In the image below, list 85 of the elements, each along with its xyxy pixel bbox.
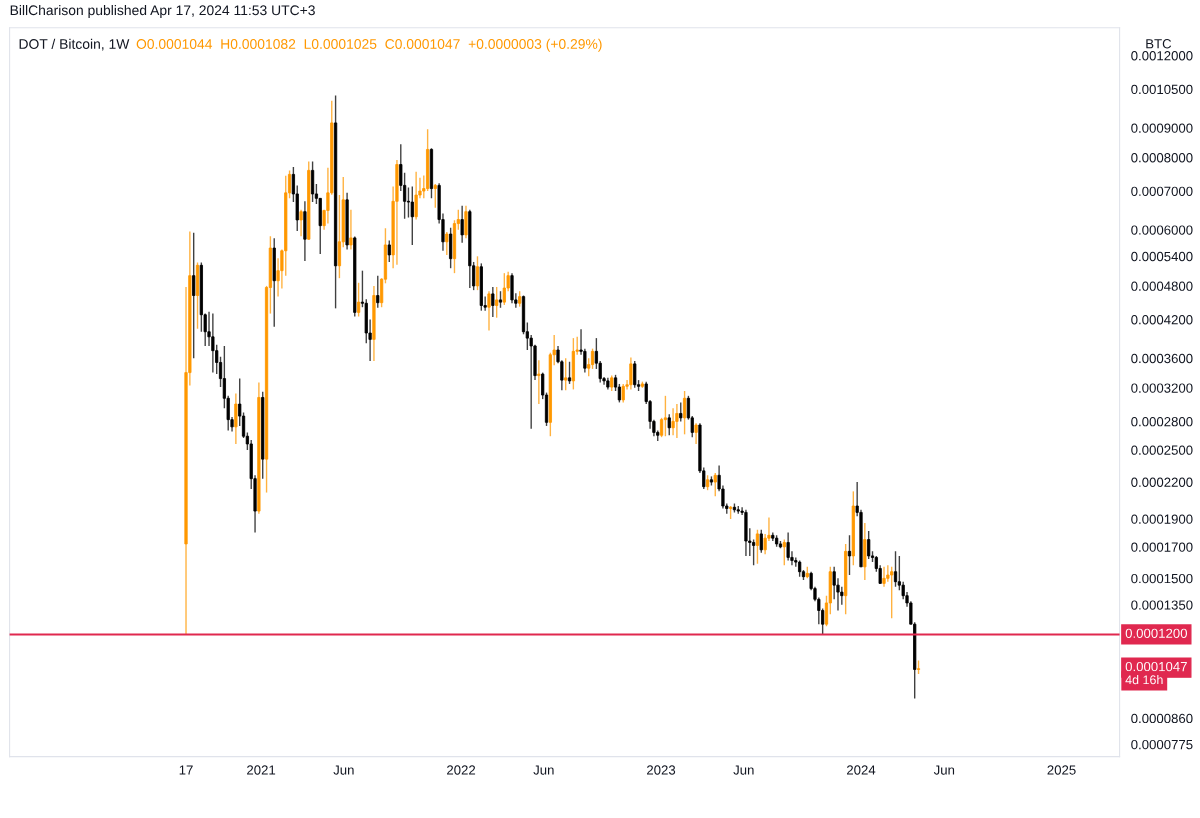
y-tick-label: 0.0007000 (1131, 186, 1193, 196)
candlestick (675, 403, 679, 439)
candlestick (445, 231, 449, 256)
y-tick-label: 0.0001500 (1131, 573, 1193, 584)
x-tick-label: Jun (333, 765, 354, 775)
y-tick-label: 0.0003600 (1131, 353, 1193, 364)
candlestick (621, 383, 625, 404)
candlestick (679, 401, 683, 423)
candlestick (759, 529, 763, 554)
candlestick (487, 290, 491, 332)
candlestick (671, 407, 675, 436)
x-tick-label: Jun (533, 765, 554, 775)
x-tick-label: 2024 (846, 765, 876, 775)
y-tick-label: 0.0002800 (1131, 416, 1193, 427)
candlestick (192, 232, 196, 359)
candlestick (299, 208, 303, 237)
y-tick-label: 0.0010500 (1131, 84, 1193, 95)
y-tick-label: 0.0001700 (1131, 542, 1193, 552)
candlestick (475, 255, 480, 291)
candlestick (564, 357, 568, 391)
x-tick-label: 2025 (1047, 765, 1076, 775)
text: O0.0001044 H0.0001082 L0.0001025 C0.0001047 +0.0000003 (+0.29%) (136, 38, 602, 52)
y-tick-label: 0.0006000 (1131, 225, 1193, 235)
candlestick (752, 538, 756, 566)
candlestick (567, 361, 572, 385)
y-tick-label: 0.0005400 (1131, 251, 1193, 262)
x-tick-label: 2022 (447, 765, 476, 775)
y-tick-label: 0.0004200 (1131, 315, 1193, 325)
text: 0.0001047 (1125, 661, 1187, 672)
ref-line-label: 0.0001200 (1125, 628, 1188, 638)
x-tick-label: Jun (933, 765, 955, 775)
y-tick-label: 0.0001900 (1131, 514, 1193, 524)
candlestick (667, 413, 671, 436)
candlestick (633, 360, 637, 389)
candlestick (387, 239, 391, 263)
candlestick (537, 359, 541, 405)
candlestick (867, 530, 871, 560)
candlestick (414, 171, 418, 221)
x-tick-label: Jun (733, 765, 754, 775)
candlestick (376, 274, 380, 309)
candlestick (890, 566, 894, 619)
candlestick (410, 185, 414, 246)
y-tick-label: 0.0003200 (1131, 383, 1193, 393)
candlestick (882, 566, 886, 588)
candlestick (786, 531, 790, 562)
candlestick (464, 205, 468, 240)
y-tick-label: 0.0000860 (1131, 713, 1193, 724)
y-tick-label: 0.0002200 (1131, 477, 1193, 487)
y-tick-label: 0.0009000 (1131, 123, 1193, 133)
candlestick (337, 194, 342, 279)
candlestick (663, 395, 668, 437)
y-axis-title: BTC (1146, 39, 1172, 49)
candlestick (629, 356, 633, 391)
candlestick (847, 534, 852, 576)
candlestick (495, 286, 499, 319)
candlestick (502, 272, 506, 306)
y-tick-label: 0.0008000 (1131, 153, 1193, 163)
candlestick (782, 538, 786, 566)
x-tick-label: 2023 (647, 765, 676, 775)
candlestick (755, 529, 760, 565)
text: BillCharison published Apr 17, 2024 11:53 UTC+3 (10, 4, 315, 18)
y-tick-label: 0.0002500 (1131, 445, 1193, 455)
text: DOT / Bitcoin, 1W (19, 38, 130, 51)
candlestick (310, 160, 315, 203)
candlestick (406, 186, 411, 219)
candlestick (460, 205, 464, 244)
candlestick (713, 472, 717, 497)
candlestick (491, 286, 495, 318)
candlestick (234, 392, 238, 445)
candlestick (349, 208, 353, 251)
candlestick (893, 550, 898, 588)
x-tick-label: 17 (179, 765, 193, 775)
y-tick-label: 0.0001350 (1131, 600, 1193, 610)
x-tick-label: 2021 (247, 765, 276, 775)
candlestick (356, 282, 361, 318)
candlestick (682, 390, 687, 436)
candlestick (659, 417, 664, 438)
y-tick-label: 0.0000775 (1131, 739, 1193, 750)
candlestick (433, 183, 437, 209)
text: 4d 16h (1125, 675, 1163, 685)
candlestick (694, 422, 698, 445)
candlestick (590, 347, 595, 370)
candlestick (211, 312, 215, 374)
y-tick-label: 0.0012000 (1131, 51, 1193, 61)
y-tick-label: 0.0004800 (1131, 281, 1193, 291)
